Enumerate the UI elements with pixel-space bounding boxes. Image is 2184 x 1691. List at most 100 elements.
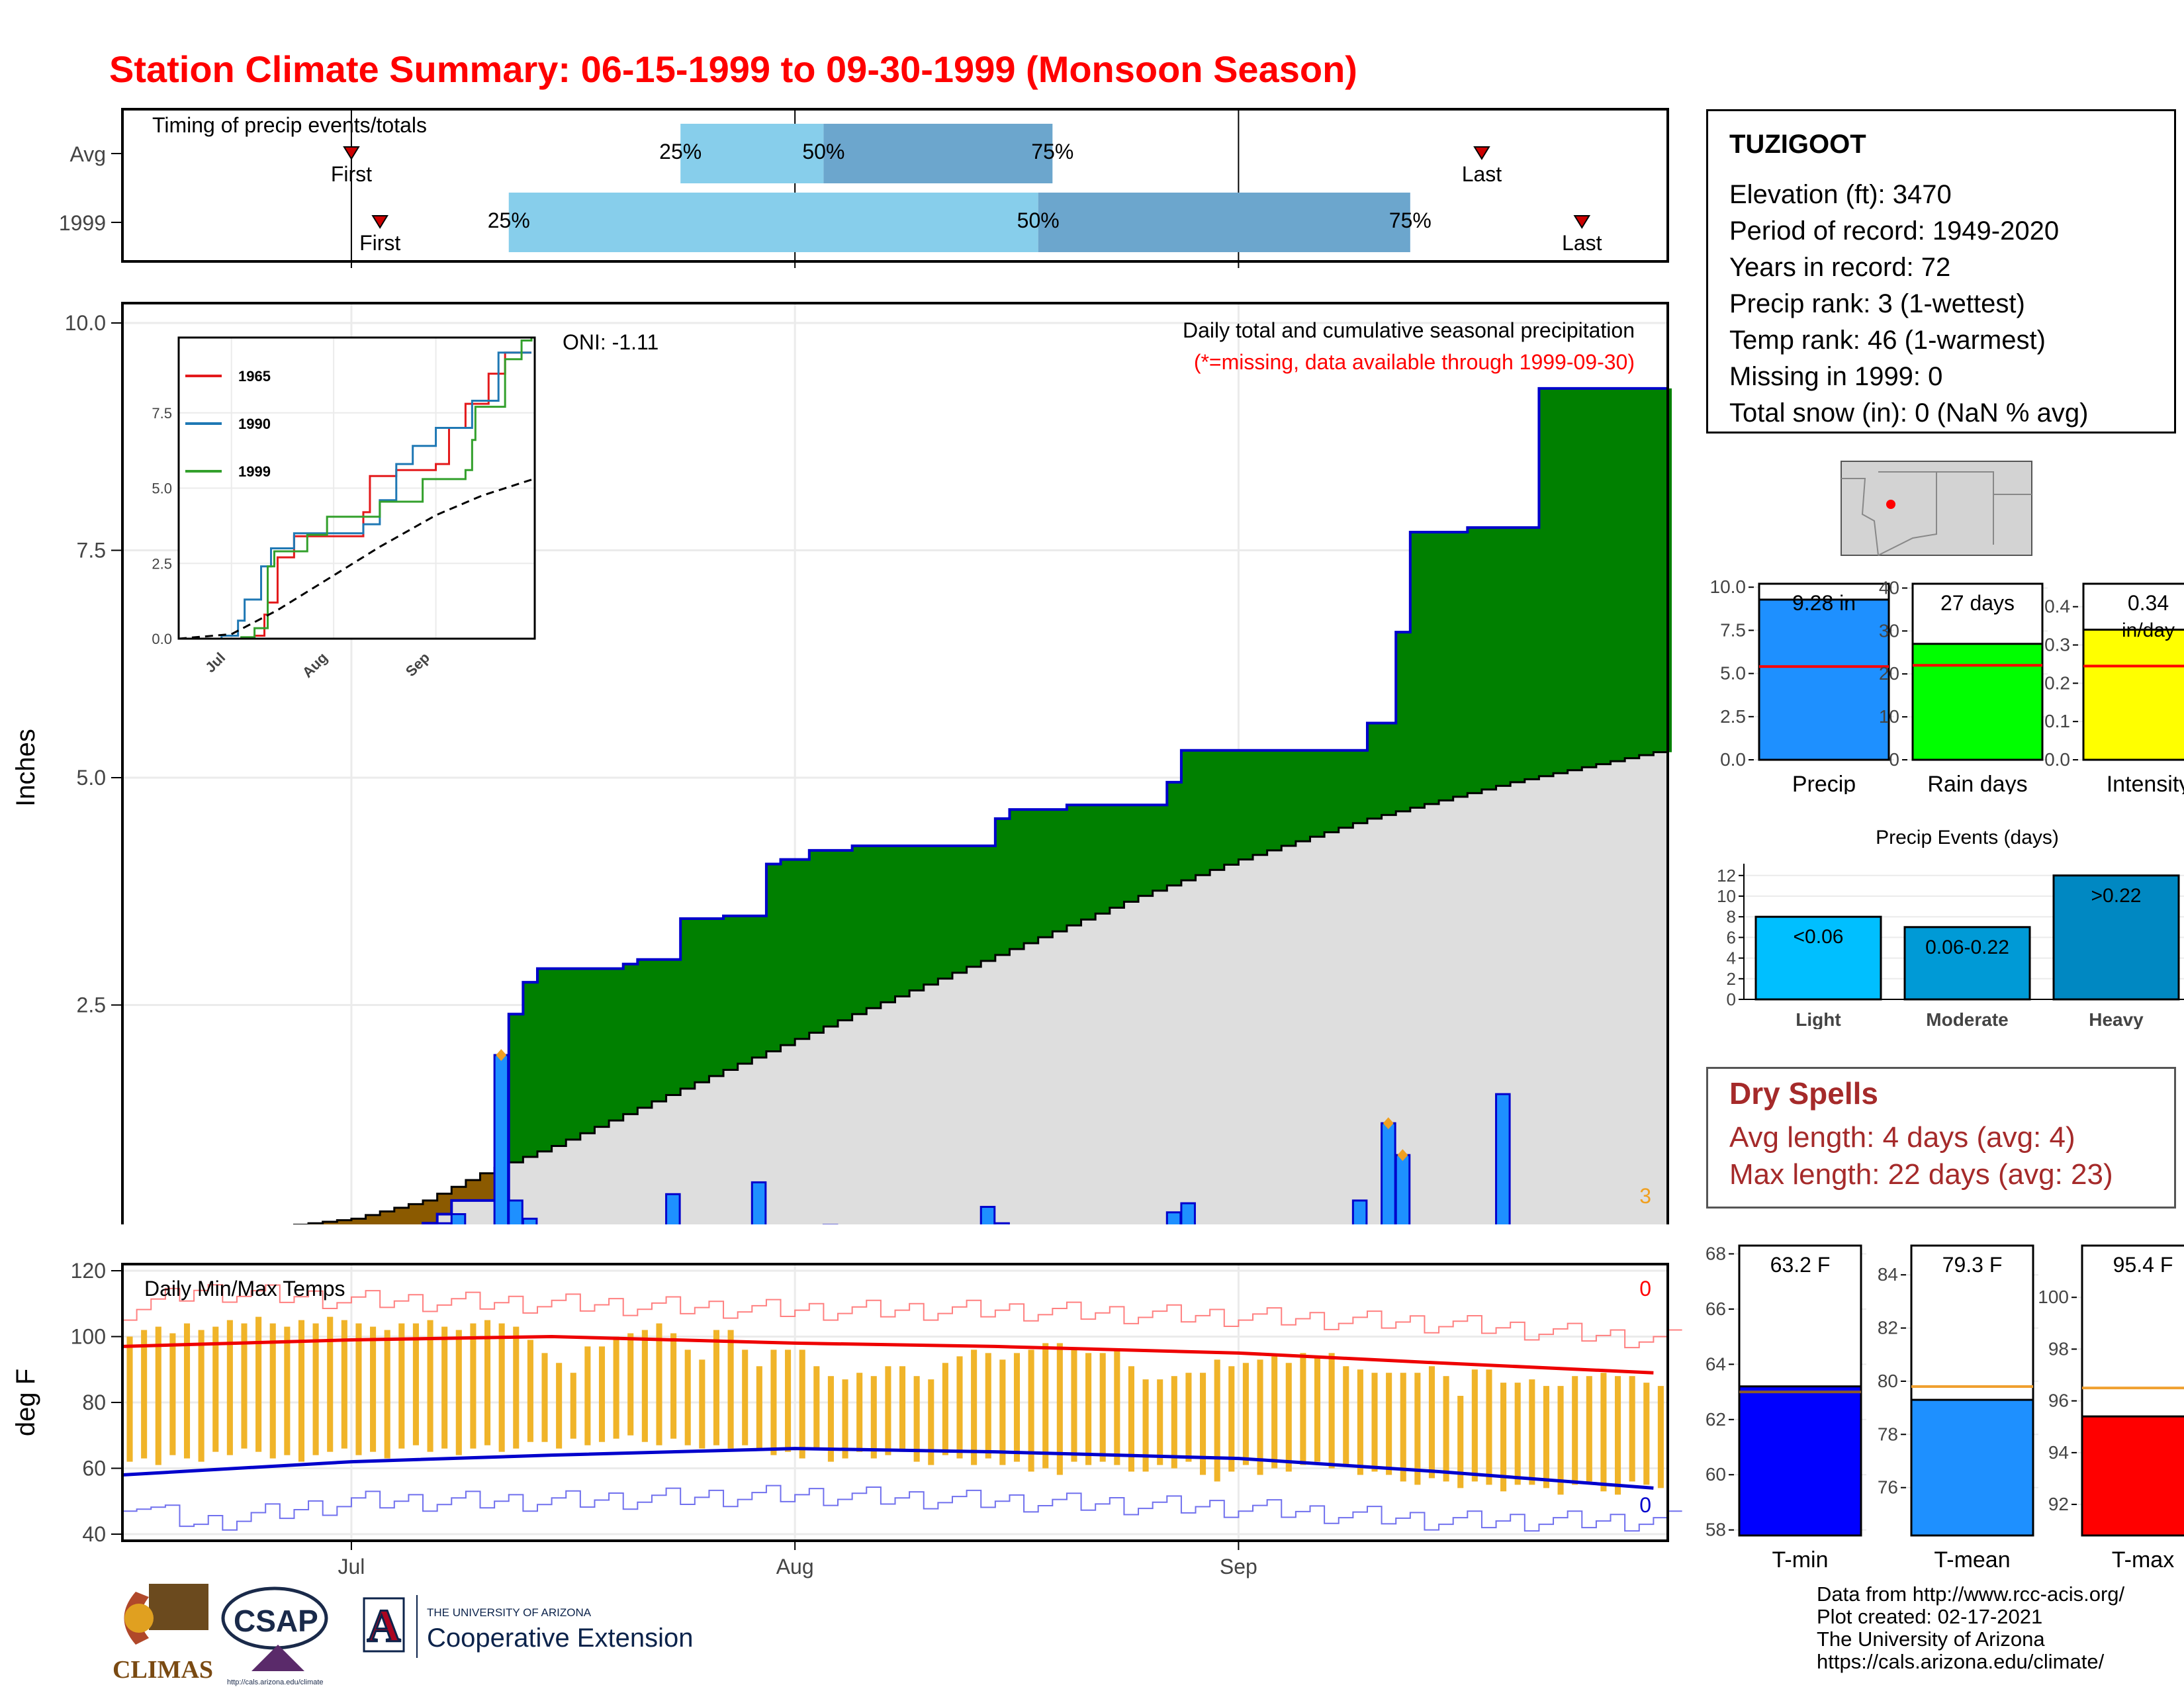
precip-daily-bar [1351,1199,1368,1224]
season-totals-chart: 0.0 2.5 5.0 7.5 10.0 9.28 in Precip 0 10 20 30 40 27… [1710,576,2184,794]
map-state-border [1936,471,1994,545]
temps-daily-range-bar [842,1379,848,1459]
map-state-border [1841,478,1879,556]
station-period: Period of record: 1949-2020 [1729,216,2060,246]
ua-name: THE UNIVERSITY OF ARIZONA [427,1606,592,1619]
temps-daily-range-bar [1529,1379,1535,1485]
inset-x-tick-label: Sep [402,649,433,680]
temps-daily-range-bar [126,1336,133,1462]
precip-max-marker [1383,1117,1394,1130]
temps-daily-range-bar [198,1330,205,1462]
logo-strip: CLIMAS CSAP http://cals.arizona.edu/clim… [109,1578,771,1691]
precip-y-tick-label: 7.5 [77,539,106,563]
temps-daily-range-bar [1314,1356,1321,1462]
timing-marker-first [371,215,388,229]
temps-daily-range-bar [1543,1386,1549,1488]
temps-daily-range-bar [1200,1373,1206,1475]
mini-y-tick-label: 2.5 [1720,706,1746,727]
station-name: TUZIGOOT [1729,130,1866,159]
station-precip-rank: Precip rank: 3 (1-wettest) [1729,289,2025,318]
inset-normal-line [178,479,532,640]
temps-daily-range-bar [1486,1369,1492,1485]
timing-label-50: 50% [1017,208,1060,232]
temps-daily-range-bar [856,1373,863,1452]
precip-daily-bar [493,1054,510,1224]
inset-legend-label: 1965 [238,368,271,385]
csap-mountain [251,1645,304,1671]
temps-daily-range-bar [1056,1343,1063,1475]
temps-daily-range-bar [1457,1396,1464,1488]
precip-above-normal-area [508,388,1672,1163]
map-state-border [1878,471,1937,556]
inset-y-tick-label: 7.5 [152,405,172,422]
timing-label-25: 25% [488,208,530,232]
temps-daily-range-bar [1013,1353,1021,1462]
temps-daily-range-bar [1557,1386,1564,1495]
mini-value-bar [2081,1415,2184,1537]
footer-url: https://cals.arizona.edu/climate/ [1817,1650,2105,1673]
timing-label-first: First [331,162,372,186]
temps-y-tick-label: 80 [82,1391,106,1414]
temps-daily-range-bar [1657,1386,1664,1488]
precip-rank-label: 3 [1639,1184,1651,1208]
station-info-box: TUZIGOOT Elevation (ft): 3470 Period of … [1706,109,2176,434]
precip-normal-area [308,752,1668,1224]
temps-record-low-line [122,1485,1682,1532]
precip-normal-line [293,751,1668,1224]
footer-university: The University of Arizona [1817,1627,2045,1651]
temps-daily-range-bar [713,1330,720,1445]
timing-marker-last [1473,146,1490,160]
timing-bar-25-50 [680,124,824,183]
temps-daily-range-bar [1071,1349,1077,1462]
temps-daily-range-bar [1099,1353,1106,1462]
timing-label-first: First [359,231,400,255]
inset-legend-label: 1999 [238,463,271,480]
temps-daily-range-bar [1085,1353,1092,1465]
mini-y-tick-label: 0.0 [1720,749,1746,770]
climas-wordmark: CLIMAS [113,1656,213,1684]
temps-daily-range-bar [1114,1349,1120,1465]
temps-daily-range-bar [1157,1379,1163,1465]
timing-label-last: Last [1462,162,1502,186]
events-y-tick-label: 2 [1727,969,1736,989]
timing-bar-50-75 [823,124,1053,183]
mini-y-tick-label: 92 [2048,1494,2069,1514]
temps-daily-range-bar [255,1316,262,1452]
mini-y-tick-label: 98 [2048,1338,2069,1359]
dry-spells-max: Max length: 22 days (avg: 23) [1729,1158,2113,1191]
events-bar-label: <0.06 [1794,926,1844,948]
temps-daily-range-bar [284,1326,291,1455]
temps-daily-range-bar [656,1323,662,1445]
temps-daily-range-bar [527,1340,533,1442]
temps-daily-range-bar [742,1349,749,1445]
events-bar [1903,926,2031,1001]
mini-value-label: 27 days [1940,591,2015,615]
inset-y-tick-label: 2.5 [152,555,172,572]
temps-x-tick-label: Jul [338,1555,365,1578]
precip-daily-bar [1394,1154,1411,1224]
mini-x-label: T-max [2112,1547,2174,1573]
temps-daily-range-bar [1371,1373,1378,1472]
mini-value-bar [1910,1398,2034,1537]
temps-normal-min-line [122,1447,1654,1490]
temps-record-high-count: 0 [1639,1277,1651,1301]
temps-daily-range-bar [598,1346,606,1442]
temps-daily-range-bar [1042,1343,1049,1469]
temps-daily-range-bar [498,1323,505,1452]
temps-daily-range-bar [1514,1383,1521,1485]
temps-daily-range-bar [1428,1366,1435,1479]
precip-chart-subtitle: (*=missing, data available through 1999-… [1194,350,1635,374]
mini-y-tick-label: 0.1 [2044,711,2070,731]
timing-label-25: 25% [659,140,702,163]
climas-emblem [149,1584,208,1630]
precip-daily-bar [751,1181,767,1224]
timing-marker-first [343,146,360,160]
inset-frame-outline [177,336,536,640]
temps-daily-range-bar [913,1376,920,1462]
temps-daily-range-bar [756,1366,762,1449]
mini-y-tick-label: 10.0 [1710,576,1747,597]
temps-daily-range-bar [484,1320,491,1445]
temps-daily-range-bar [1028,1349,1034,1472]
mini-value-unit: in/day [2122,619,2175,641]
precip-chart-title: Daily total and cumulative seasonal prec… [1183,318,1635,342]
